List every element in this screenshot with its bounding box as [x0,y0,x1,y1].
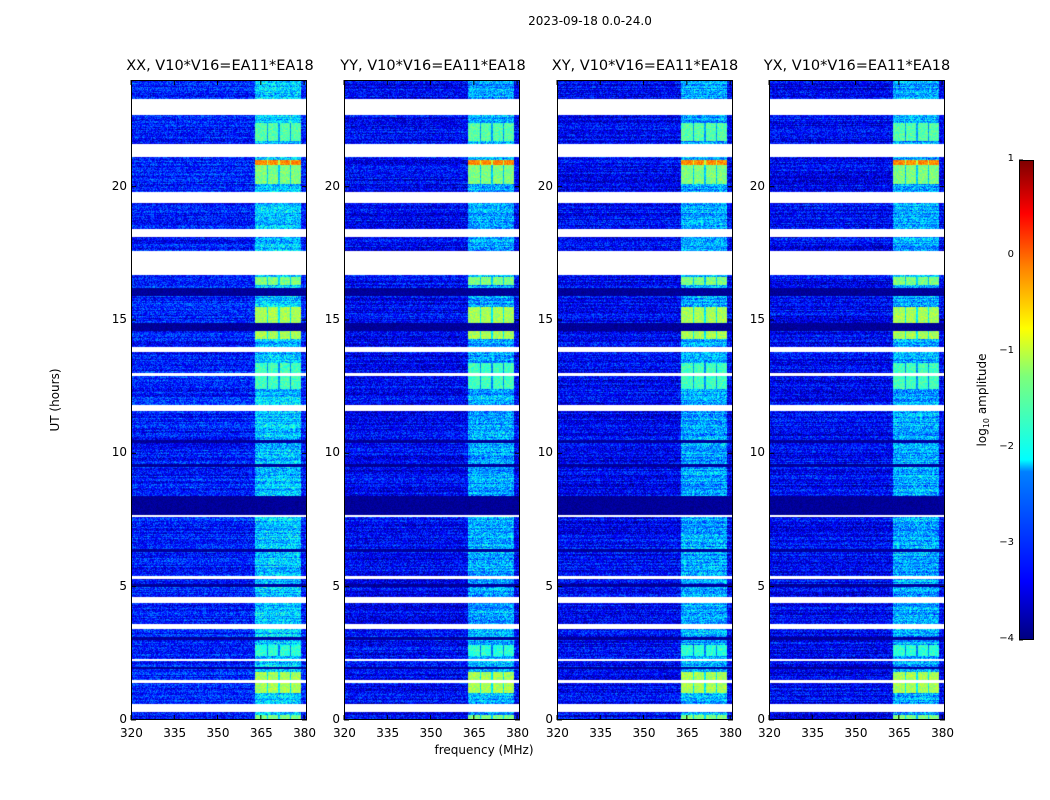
y-tick-label: 20 [324,178,340,193]
heatmap-xx [131,80,307,720]
x-tick-label: 350 [844,726,868,740]
y-tick-label: 0 [332,712,340,726]
x-tick-label: 365 [462,726,486,740]
y-tick-label: 20 [749,178,765,193]
colorbar-tick-label: −2 [999,441,1014,452]
panel-title-yy: YY, V10*V16=EA11*EA18 [340,58,526,74]
y-tick-label: 10 [324,445,340,460]
y-tick-label: 20 [111,178,127,193]
x-tick-label: 335 [801,726,825,740]
x-tick-label: 380 [506,726,530,740]
x-tick-label: 350 [206,726,230,740]
x-tick-label: 320 [546,726,569,740]
panel-title-xx: XX, V10*V16=EA11*EA18 [126,58,314,74]
colorbar-label: log10 amplitude [974,353,992,447]
x-tick-label: 335 [163,726,187,740]
y-tick-label: 10 [537,445,553,460]
panel-frame [131,80,307,720]
colorbar-tick-label: 0 [1007,249,1014,260]
y-tick-label: 0 [119,712,127,726]
panel-title-xy: XY, V10*V16=EA11*EA18 [551,58,739,74]
heatmap-xy [557,80,733,720]
y-tick-label: 10 [749,445,765,460]
x-tick-label: 365 [675,726,699,740]
y-tick-label: 10 [111,445,127,460]
x-tick-label: 380 [293,726,317,740]
panel-frame [557,80,733,720]
x-tick-label: 350 [419,726,443,740]
x-tick-label: 320 [333,726,356,740]
x-tick-label: 365 [249,726,273,740]
y-tick-label: 0 [757,712,765,726]
y-tick-label: 5 [757,578,765,593]
x-tick-label: 380 [719,726,743,740]
x-tick-label: 320 [758,726,781,740]
y-axis-label: UT (hours) [48,368,62,432]
colorbar-tick-label: 1 [1007,153,1014,164]
x-tick-label: 350 [632,726,656,740]
colorbar-tick-label: −1 [999,345,1014,356]
x-axis-label: frequency (MHz) [434,743,534,757]
y-tick-label: 15 [324,312,340,326]
x-tick-label: 380 [931,726,955,740]
y-tick-label: 15 [537,312,553,326]
x-tick-label: 365 [887,726,911,740]
panel-frame [769,80,945,720]
panel-frame [344,80,520,720]
y-tick-label: 15 [749,312,765,326]
y-tick-label: 15 [111,312,127,326]
heatmap-yy [344,80,520,720]
x-tick-label: 320 [120,726,143,740]
y-tick-label: 20 [537,178,553,193]
y-tick-label: 5 [332,578,340,593]
heatmap-yx [769,80,945,720]
x-tick-label: 335 [589,726,613,740]
colorbar-tick-label: −4 [999,633,1014,644]
figure-title: 2023-09-18 0.0-24.0 [528,14,652,28]
colorbar [1019,160,1034,640]
colorbar-tick-label: −3 [999,537,1014,548]
panel-title-yx: YX, V10*V16=EA11*EA18 [763,58,951,74]
y-tick-label: 0 [545,712,553,726]
x-tick-label: 335 [376,726,400,740]
y-tick-label: 5 [119,578,127,593]
y-tick-label: 5 [545,578,553,593]
